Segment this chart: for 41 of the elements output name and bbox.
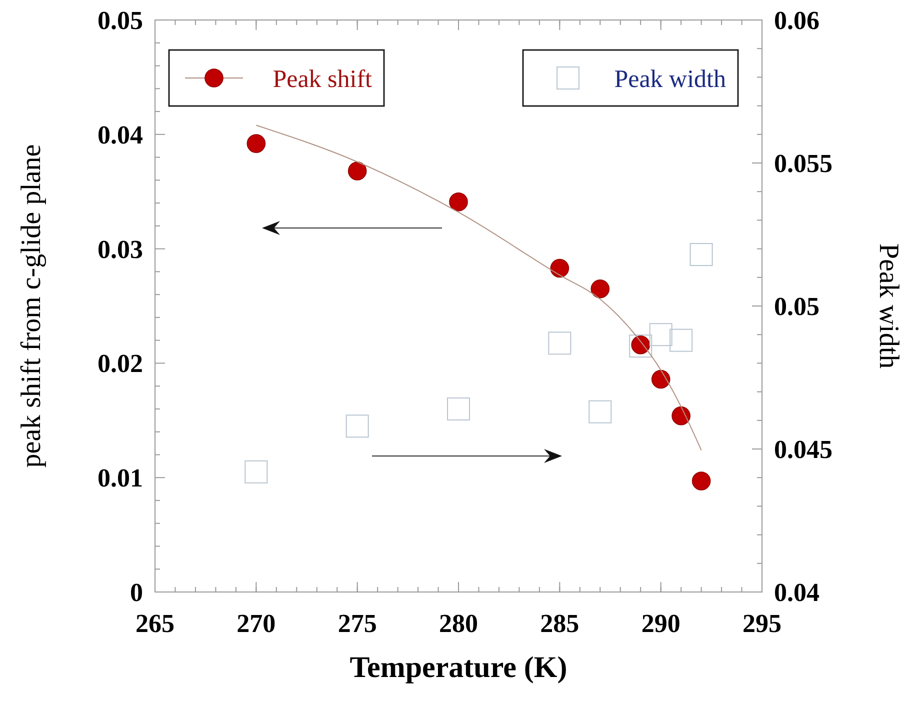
y-tick-label: 0: [130, 578, 143, 607]
point: [449, 192, 468, 212]
point: [670, 328, 693, 352]
point: [588, 400, 612, 424]
y-tick-label: 0.04: [98, 120, 143, 150]
point: [246, 134, 266, 153]
y-tick-label: 0.03: [98, 234, 143, 264]
line-series: [256, 124, 702, 451]
legend-label: Peak width: [614, 66, 726, 93]
y-tick-label: 0.02: [98, 349, 143, 378]
point: [672, 406, 690, 426]
y2-tick-label: 0.04: [774, 578, 820, 607]
point: [348, 162, 367, 180]
y2-tick-label: 0.05: [774, 292, 820, 321]
x-tick-label: 265: [136, 609, 174, 638]
point: [244, 460, 268, 484]
x-tick-label: 285: [540, 609, 580, 638]
point: [690, 243, 713, 266]
point: [651, 370, 670, 389]
point: [346, 414, 369, 438]
legend-label: Peak shift: [272, 66, 372, 93]
y-tick-label: 0.01: [98, 464, 143, 493]
point: [629, 334, 652, 358]
y-axis-title: peak shift from c-glide plane: [16, 144, 47, 468]
y-tick-label: 0.05: [98, 6, 143, 35]
point: [447, 397, 470, 420]
point: [590, 279, 610, 298]
point: [649, 323, 672, 346]
x-tick-label: 275: [338, 609, 377, 638]
x-tick-label: 270: [236, 609, 276, 638]
x-tick-label: 290: [641, 609, 680, 638]
x-tick-label: 295: [742, 609, 782, 638]
point: [692, 472, 711, 490]
y2-tick-label: 0.06: [774, 6, 820, 35]
point: [548, 332, 572, 355]
y2-tick-label: 0.045: [774, 435, 832, 464]
x-axis-title: Temperature (K): [350, 651, 568, 684]
point: [550, 258, 570, 278]
x-tick-label: 280: [439, 609, 478, 638]
y2-tick-label: 0.055: [774, 149, 832, 178]
y2-axis-title: Peak width: [873, 243, 904, 369]
